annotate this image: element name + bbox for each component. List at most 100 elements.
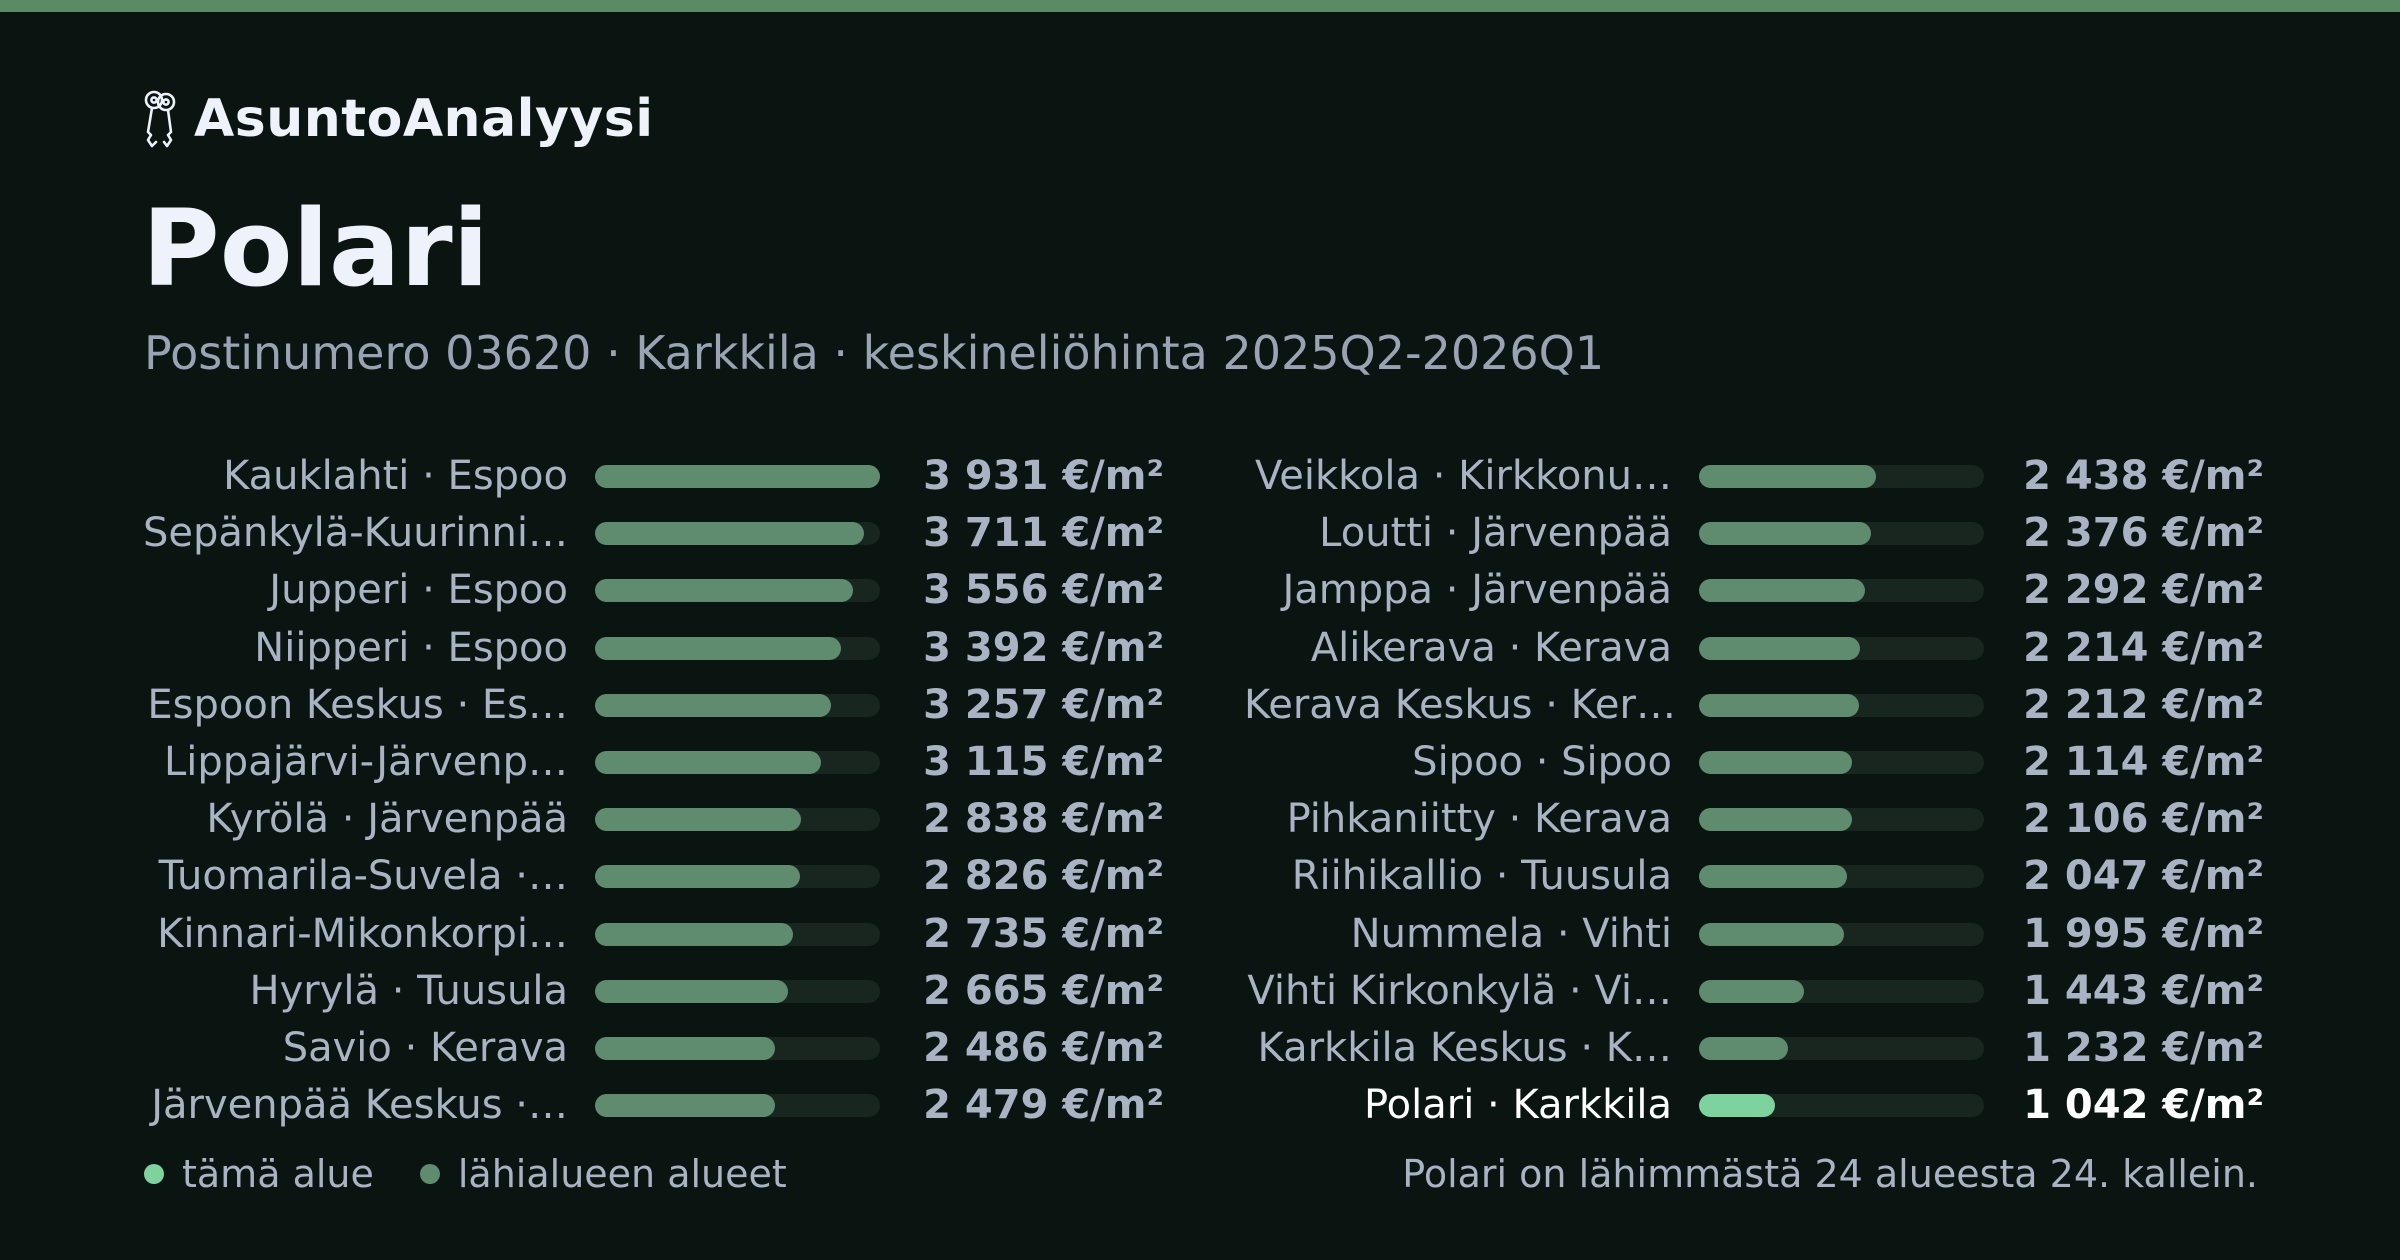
bar-row: Alikerava · Kerava 2 214 €/m²	[1244, 620, 2264, 677]
bar-value-label: 2 106 €/m²	[2023, 796, 2264, 843]
legend-label-this-area: tämä alue	[182, 1152, 374, 1196]
bar-track	[1699, 693, 1984, 717]
bar-value-label: 2 292 €/m²	[2023, 567, 2264, 614]
bar-track	[1699, 751, 1984, 774]
bar	[1699, 636, 1860, 660]
bar-track	[595, 751, 880, 774]
bar	[1699, 693, 1859, 717]
bar-value-label: 3 392 €/m²	[923, 624, 1164, 671]
bar-track	[1699, 922, 1984, 946]
bar-row: Riihikallio · Tuusula 2 047 €/m²	[1244, 848, 2264, 905]
bar-value-label: 2 114 €/m²	[2023, 739, 2264, 785]
bar-track	[1699, 465, 1984, 488]
bar-track	[1699, 808, 1984, 832]
bar	[595, 1094, 775, 1118]
page-subtitle: Postinumero 03620 · Karkkila · keskineli…	[144, 326, 1605, 380]
bar-label: Sipoo · Sipoo	[1412, 739, 1672, 785]
bar-label: Riihikallio · Tuusula	[1291, 853, 1672, 900]
bar-row: Veikkola · Kirkkonu… 2 438 €/m²	[1244, 448, 2264, 505]
bar-value-label: 1 042 €/m²	[2023, 1082, 2264, 1129]
bar-value-label: 2 826 €/m²	[923, 853, 1164, 900]
bar-label: Jamppa · Järvenpää	[1282, 567, 1672, 614]
legend-dot-this-area	[144, 1164, 164, 1184]
brand-name: AsuntoAnalyysi	[194, 89, 654, 149]
bar-value-label: 3 931 €/m²	[923, 453, 1164, 499]
bar-label: Niipperi · Espoo	[254, 624, 568, 671]
bar	[1699, 1037, 1788, 1060]
bar-track	[595, 579, 880, 603]
bar-value-label: 3 115 €/m²	[923, 739, 1164, 785]
bar-row: Karkkila Keskus · K… 1 232 €/m²	[1244, 1020, 2264, 1077]
bar-track	[595, 979, 880, 1003]
bar	[1699, 979, 1804, 1003]
bar	[1699, 922, 1844, 946]
bar-label: Pihkaniitty · Kerava	[1286, 796, 1672, 843]
bar-label: Polari · Karkkila	[1363, 1082, 1672, 1129]
bar	[1699, 865, 1847, 889]
bar	[595, 522, 864, 546]
bar-row: Jupperi · Espoo 3 556 €/m²	[140, 562, 1164, 619]
bar	[1699, 465, 1876, 488]
bar-value-label: 2 735 €/m²	[923, 910, 1164, 957]
bar-value-label: 2 438 €/m²	[2023, 453, 2264, 499]
bar-value-label: 1 443 €/m²	[2023, 967, 2264, 1014]
bar-track	[595, 922, 880, 946]
bar-row: Jamppa · Järvenpää 2 292 €/m²	[1244, 562, 2264, 619]
bar	[595, 465, 880, 488]
bar-label: Karkkila Keskus · K…	[1257, 1025, 1672, 1071]
rank-footnote: Polari on lähimmästä 24 alueesta 24. kal…	[1402, 1152, 2258, 1196]
bar-row: Kauklahti · Espoo 3 931 €/m²	[140, 448, 1164, 505]
keys-icon	[144, 90, 176, 148]
bar-track	[1699, 1037, 1984, 1060]
bar-label: Lippajärvi-Järvenp…	[164, 739, 568, 785]
bar-row: Pihkaniitty · Kerava 2 106 €/m²	[1244, 791, 2264, 848]
bar-label: Nummela · Vihti	[1350, 910, 1672, 957]
brand: AsuntoAnalyysi	[140, 88, 654, 150]
bar-label: Kinnari-Mikonkorpi…	[157, 910, 568, 957]
bar-row: Loutti · Järvenpää 2 376 €/m²	[1244, 505, 2264, 562]
bar-track	[1699, 979, 1984, 1003]
bar-track	[1699, 522, 1984, 546]
bar-label: Jupperi · Espoo	[269, 567, 568, 614]
bar-label: Tuomarila-Suvela ·…	[158, 853, 568, 900]
bar-row: Sipoo · Sipoo 2 114 €/m²	[1244, 734, 2264, 791]
bar-label: Savio · Kerava	[282, 1025, 568, 1071]
bar	[1699, 808, 1852, 832]
page-title: Polari	[142, 187, 489, 310]
bar-label: Alikerava · Kerava	[1310, 624, 1672, 671]
bar-value-label: 2 214 €/m²	[2023, 624, 2264, 671]
bar-row: Sepänkylä-Kuurinni… 3 711 €/m²	[140, 505, 1164, 562]
bar-label: Vihti Kirkonkylä · Vi…	[1247, 967, 1672, 1014]
top-accent-bar	[0, 0, 2400, 12]
bar-label: Järvenpää Keskus ·…	[151, 1082, 568, 1129]
bar-row: Lippajärvi-Järvenp… 3 115 €/m²	[140, 734, 1164, 791]
bar-track	[595, 1037, 880, 1060]
bar-row: Kerava Keskus · Ker… 2 212 €/m²	[1244, 677, 2264, 734]
bar-row: Savio · Kerava 2 486 €/m²	[140, 1020, 1164, 1077]
bar	[595, 1037, 775, 1060]
bar-value-label: 3 556 €/m²	[923, 567, 1164, 614]
bar-row: Nummela · Vihti 1 995 €/m²	[1244, 906, 2264, 963]
bar-track	[1699, 1094, 1984, 1118]
bar-value-label: 1 995 €/m²	[2023, 910, 2264, 957]
bar-row: Espoon Keskus · Es… 3 257 €/m²	[140, 677, 1164, 734]
chart-column-left: Kauklahti · Espoo 3 931 €/m² Sepänkylä-Kuu…	[140, 448, 1164, 1138]
bar-label: Kyrölä · Järvenpää	[206, 796, 568, 843]
bar-value-label: 2 047 €/m²	[2023, 853, 2264, 900]
bar-value-label: 2 212 €/m²	[2023, 681, 2264, 728]
bar	[1699, 522, 1871, 546]
bar-label: Kerava Keskus · Ker…	[1244, 681, 1672, 728]
bar-value-label: 2 486 €/m²	[923, 1025, 1164, 1071]
bar-value-label: 3 257 €/m²	[923, 681, 1164, 728]
bar-label: Loutti · Järvenpää	[1319, 510, 1672, 557]
bar-track	[595, 865, 880, 889]
bar-value-label: 3 711 €/m²	[923, 510, 1164, 557]
bar	[595, 865, 800, 889]
bar-value-label: 2 665 €/m²	[923, 967, 1164, 1014]
legend-item-nearby: lähialueen alueet	[419, 1152, 787, 1196]
bar	[595, 693, 831, 717]
bar	[595, 751, 821, 774]
bar-track	[595, 636, 880, 660]
bar-label: Hyrylä · Tuusula	[249, 967, 568, 1014]
legend: tämä alue lähialueen alueet	[144, 1152, 833, 1196]
